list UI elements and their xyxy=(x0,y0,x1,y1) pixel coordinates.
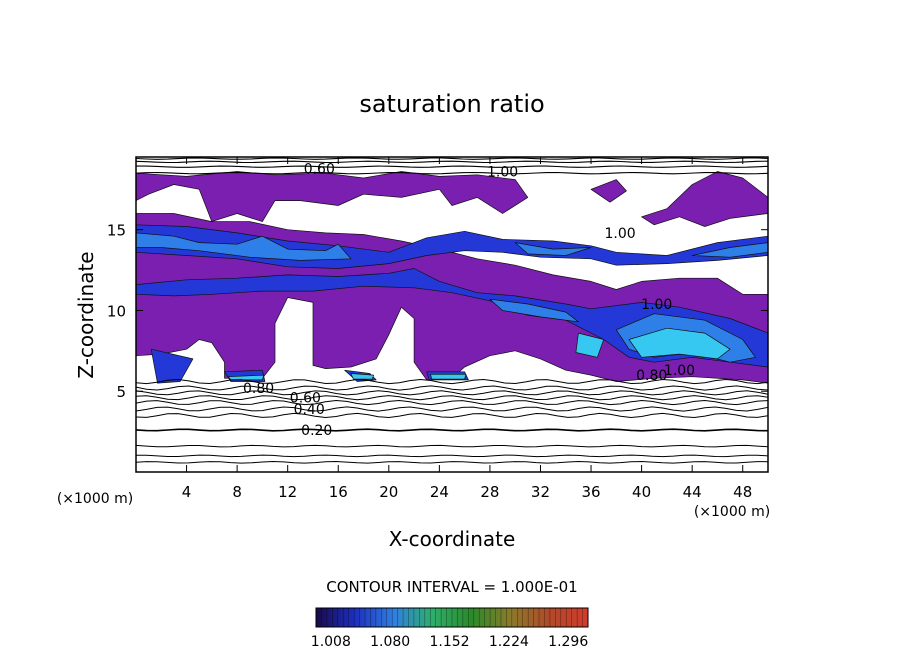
x-tick-label-8: 8 xyxy=(232,483,242,501)
saturation-region-19 xyxy=(350,373,374,380)
y-ticks: 5 10 15 xyxy=(107,222,768,401)
x-tick-label-24: 24 xyxy=(430,483,449,501)
x-tick-label-4: 4 xyxy=(182,483,192,501)
x-tick-label-28: 28 xyxy=(480,483,499,501)
contour-line-8 xyxy=(136,395,768,401)
colorbar-tick-label-1.080: 1.080 xyxy=(370,634,410,650)
saturation-region-20 xyxy=(430,373,467,380)
x-axis-label: X-coordinate xyxy=(389,527,516,551)
contour-label-2: 0.40 xyxy=(294,402,325,418)
contour-line-4 xyxy=(136,428,768,432)
x-unit-label: (×1000 m) xyxy=(694,504,770,520)
contour-label-6: 0.80 xyxy=(636,368,667,384)
saturation-region-11 xyxy=(136,232,352,261)
contour-line-top-3 xyxy=(136,160,768,164)
colorbar-tick-label-1.008: 1.008 xyxy=(311,634,351,650)
x-tick-label-12: 12 xyxy=(278,483,297,501)
x-tick-label-36: 36 xyxy=(581,483,600,501)
contour-label-4: 0.80 xyxy=(243,381,274,397)
contour-label-1: 0.20 xyxy=(301,423,332,439)
x-tick-label-16: 16 xyxy=(329,483,348,501)
contour-line-2 xyxy=(136,454,768,458)
saturation-region-16 xyxy=(575,332,605,358)
y-axis-label: Z-coordinate xyxy=(74,251,98,378)
x-tick-label-44: 44 xyxy=(683,483,702,501)
x-tick-label-20: 20 xyxy=(379,483,398,501)
saturation-region-18 xyxy=(227,374,265,381)
contour-line-top-1 xyxy=(136,171,768,175)
x-ticks: 4 8 12 16 20 24 28 32 36 40 44 48 xyxy=(182,157,752,501)
x-tick-label-40: 40 xyxy=(632,483,651,501)
colorbar-tick-label-1.152: 1.152 xyxy=(429,634,469,650)
colorbar: 1.008 1.080 1.152 1.224 1.296 xyxy=(311,607,589,650)
saturation-region-4 xyxy=(590,179,627,203)
contour-line-1 xyxy=(136,460,768,464)
colorbar-tick-label-1.296: 1.296 xyxy=(548,634,588,650)
contour-label-3: 0.60 xyxy=(290,391,321,407)
contour-line-5 xyxy=(136,412,768,419)
contour-label-10: 1.00 xyxy=(487,165,518,181)
saturation-region-17 xyxy=(628,327,731,360)
field-layer: 0.200.400.600.800.600.801.001.001.001.00 xyxy=(136,157,768,464)
saturation-region-6 xyxy=(136,268,768,368)
contour-line-3 xyxy=(136,444,768,448)
contour-label-8: 1.00 xyxy=(605,226,636,242)
contour-line-10 xyxy=(136,385,768,391)
y-tick-label-10: 10 xyxy=(107,302,126,320)
plot-area: 0.200.400.600.800.600.801.001.001.001.00 xyxy=(135,156,769,473)
contour-label-7: 1.00 xyxy=(664,363,695,379)
x-tick-label-32: 32 xyxy=(531,483,550,501)
contour-line-top-4 xyxy=(136,157,768,160)
saturation-region-7 xyxy=(150,348,194,384)
saturation-region-3 xyxy=(641,171,768,227)
saturation-region-14 xyxy=(489,298,579,323)
contour-line-6 xyxy=(136,406,768,412)
y-tick-label-5: 5 xyxy=(116,383,126,401)
y-tick-label-15: 15 xyxy=(107,222,126,240)
x-tick-label-48: 48 xyxy=(733,483,752,501)
contour-line-7 xyxy=(136,399,768,406)
chart-title: saturation ratio xyxy=(359,90,544,118)
contour-line-9 xyxy=(136,390,768,396)
contour-label-9: 1.00 xyxy=(641,297,672,313)
saturation-region-1 xyxy=(136,171,529,222)
saturation-region-13 xyxy=(691,242,768,258)
contour-label-5: 0.60 xyxy=(304,161,335,177)
z-unit-label: (×1000 m) xyxy=(57,491,133,507)
contour-interval-text: CONTOUR INTERVAL = 1.000E-01 xyxy=(326,578,577,596)
contour-line-top-2 xyxy=(136,165,768,168)
colorbar-tick-label-1.224: 1.224 xyxy=(489,634,529,650)
plot-frame xyxy=(135,156,769,473)
saturation-region-12 xyxy=(514,242,592,256)
contour-line-11 xyxy=(136,378,768,385)
